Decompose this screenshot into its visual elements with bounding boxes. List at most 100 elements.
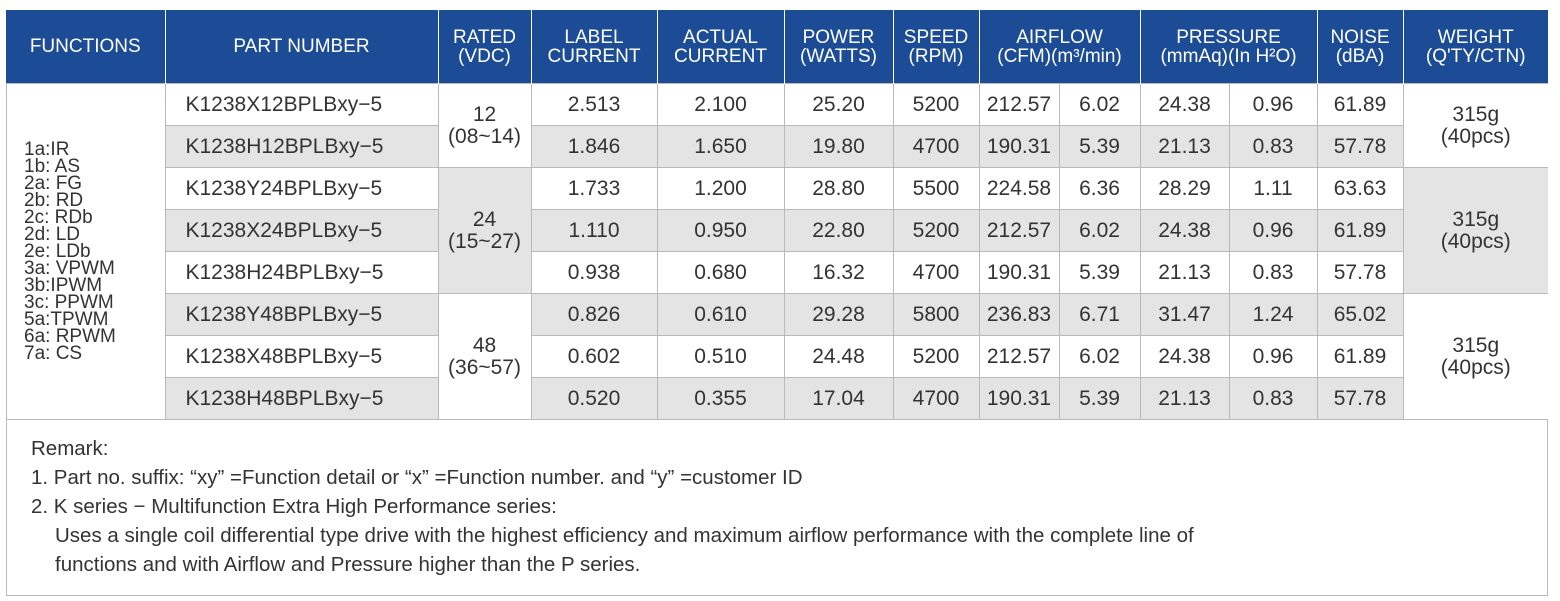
noise-cell: 57.78 bbox=[1316, 251, 1404, 294]
noise-cell: 63.63 bbox=[1316, 167, 1404, 210]
actual-current-cell: 1.650 bbox=[656, 125, 785, 168]
actual-current-cell: 0.355 bbox=[656, 377, 785, 420]
speed-cell: 4700 bbox=[892, 125, 980, 168]
remark-suffix-note: 1. Part no. suffix: “xy” =Function detai… bbox=[31, 466, 803, 489]
header-rated: RATED (VDC) bbox=[437, 10, 531, 84]
pressure-inh2o-cell: 0.83 bbox=[1228, 125, 1318, 168]
power-cell: 29.28 bbox=[783, 293, 894, 336]
header-part-number: PART NUMBER bbox=[164, 10, 438, 84]
function-item: 7a: CS bbox=[24, 343, 83, 364]
noise-cell: 65.02 bbox=[1316, 293, 1404, 336]
remark-series-description: Uses a single coil differential type dri… bbox=[55, 524, 1194, 547]
speed-cell: 5200 bbox=[892, 335, 980, 378]
airflow-cfm-cell: 236.83 bbox=[978, 293, 1060, 336]
actual-current-cell: 0.610 bbox=[656, 293, 785, 336]
actual-current-cell: 2.100 bbox=[656, 83, 785, 126]
noise-cell: 61.89 bbox=[1316, 209, 1404, 252]
airflow-m3min-cell: 5.39 bbox=[1058, 251, 1141, 294]
airflow-m3min-cell: 5.39 bbox=[1058, 125, 1141, 168]
airflow-cfm-cell: 190.31 bbox=[978, 125, 1060, 168]
rated-voltage-cell: 24 (15~27) bbox=[437, 167, 532, 294]
weight-cell: 315g (40pcs) bbox=[1402, 83, 1549, 168]
function-item: 2d: LD bbox=[24, 224, 80, 245]
part-number-cell: K1238Y24BPLBxy−5 bbox=[164, 167, 439, 210]
power-cell: 19.80 bbox=[783, 125, 894, 168]
pressure-inh2o-cell: 0.83 bbox=[1228, 251, 1318, 294]
label-current-cell: 1.110 bbox=[530, 209, 658, 252]
pressure-mmaq-cell: 28.29 bbox=[1139, 167, 1230, 210]
table-row: K1238H48BPLBxy−5 0.520 0.355 17.04 4700 … bbox=[6, 377, 1548, 420]
airflow-m3min-cell: 6.36 bbox=[1058, 167, 1141, 210]
noise-cell: 57.78 bbox=[1316, 125, 1404, 168]
airflow-m3min-cell: 6.02 bbox=[1058, 335, 1141, 378]
airflow-cfm-cell: 212.57 bbox=[978, 83, 1060, 126]
function-item: 1a:IR bbox=[24, 139, 70, 160]
header-noise: NOISE (dBA) bbox=[1316, 10, 1404, 84]
remarks-section: Remark: 1. Part no. suffix: “xy” =Functi… bbox=[31, 434, 1194, 579]
part-number-cell: K1238X12BPLBxy−5 bbox=[164, 83, 439, 126]
part-number-cell: K1238X24BPLBxy−5 bbox=[164, 209, 439, 252]
weight-cell: 315g (40pcs) bbox=[1402, 167, 1549, 294]
part-number-cell: K1238H12BPLBxy−5 bbox=[164, 125, 439, 168]
speed-cell: 5500 bbox=[892, 167, 980, 210]
speed-cell: 5200 bbox=[892, 209, 980, 252]
table-row: K1238Y48BPLBxy−5 48 (36~57) 0.826 0.610 2… bbox=[6, 293, 1549, 420]
power-cell: 22.80 bbox=[783, 209, 894, 252]
airflow-m3min-cell: 6.02 bbox=[1058, 83, 1141, 126]
power-cell: 16.32 bbox=[783, 251, 894, 294]
label-current-cell: 0.520 bbox=[530, 377, 658, 420]
function-item: 2e: LDb bbox=[24, 241, 91, 262]
airflow-m3min-cell: 5.39 bbox=[1058, 377, 1141, 420]
label-current-cell: 1.846 bbox=[530, 125, 658, 168]
pressure-inh2o-cell: 0.96 bbox=[1228, 83, 1318, 126]
pressure-mmaq-cell: 21.13 bbox=[1139, 377, 1230, 420]
airflow-cfm-cell: 224.58 bbox=[978, 167, 1060, 210]
rated-voltage-cell: 12 (08~14) bbox=[437, 83, 532, 168]
part-number-cell: K1238Y48BPLBxy−5 bbox=[164, 293, 439, 336]
fan-spec-table: FUNCTIONS PART NUMBER RATED (VDC) LABEL CU… bbox=[6, 10, 1549, 420]
header-speed: SPEED (RPM) bbox=[892, 10, 979, 84]
speed-cell: 5800 bbox=[892, 293, 980, 336]
label-current-cell: 2.513 bbox=[530, 83, 658, 126]
header-actual-current: ACTUAL CURRENT bbox=[656, 10, 784, 84]
table-row: 1a:IR 1b: AS 2a: FG 2b: RD 2c: RDb 2d: L… bbox=[6, 83, 1549, 420]
power-cell: 17.04 bbox=[783, 377, 894, 420]
remarks-title: Remark: bbox=[31, 437, 109, 460]
speed-cell: 4700 bbox=[892, 377, 980, 420]
airflow-cfm-cell: 212.57 bbox=[978, 209, 1060, 252]
table-row: K1238X24BPLBxy−5 1.110 0.950 22.80 5200 … bbox=[6, 209, 1548, 252]
function-item: 5a:TPWM bbox=[24, 309, 109, 330]
actual-current-cell: 0.680 bbox=[656, 251, 785, 294]
header-functions: FUNCTIONS bbox=[6, 10, 165, 84]
header-pressure: PRESSURE (mmAq)(In H²O) bbox=[1139, 10, 1318, 84]
function-item: 1b: AS bbox=[24, 156, 80, 177]
pressure-mmaq-cell: 31.47 bbox=[1139, 293, 1230, 336]
rated-voltage-cell: 48 (36~57) bbox=[437, 293, 532, 420]
pressure-mmaq-cell: 21.13 bbox=[1139, 125, 1230, 168]
airflow-m3min-cell: 6.02 bbox=[1058, 209, 1141, 252]
speed-cell: 4700 bbox=[892, 251, 980, 294]
airflow-cfm-cell: 190.31 bbox=[978, 377, 1060, 420]
pressure-mmaq-cell: 24.38 bbox=[1139, 209, 1230, 252]
function-item: 6a: RPWM bbox=[24, 326, 116, 347]
pressure-inh2o-cell: 0.83 bbox=[1228, 377, 1318, 420]
label-current-cell: 0.826 bbox=[530, 293, 658, 336]
header-row: FUNCTIONS PART NUMBER RATED (VDC) LABEL CU… bbox=[6, 10, 1549, 84]
header-airflow: AIRFLOW (CFM)(m³/min) bbox=[978, 10, 1141, 84]
part-number-cell: K1238H24BPLBxy−5 bbox=[164, 251, 439, 294]
airflow-cfm-cell: 190.31 bbox=[978, 251, 1060, 294]
header-power: POWER (WATTS) bbox=[783, 10, 893, 84]
speed-cell: 5200 bbox=[892, 83, 980, 126]
header-label-current: LABEL CURRENT bbox=[530, 10, 657, 84]
table-row: K1238H24BPLBxy−5 0.938 0.680 16.32 4700 … bbox=[6, 251, 1548, 294]
noise-cell: 61.89 bbox=[1316, 335, 1404, 378]
noise-cell: 61.89 bbox=[1316, 83, 1404, 126]
pressure-mmaq-cell: 24.38 bbox=[1139, 83, 1230, 126]
power-cell: 25.20 bbox=[783, 83, 894, 126]
functions-list: 1a:IR 1b: AS 2a: FG 2b: RD 2c: RDb 2d: L… bbox=[6, 83, 166, 420]
weight-cell: 315g (40pcs) bbox=[1402, 293, 1549, 420]
part-number-cell: K1238H48BPLBxy−5 bbox=[164, 377, 439, 420]
remark-series-note: 2. K series − Multifunction Extra High P… bbox=[31, 495, 557, 518]
actual-current-cell: 1.200 bbox=[656, 167, 785, 210]
header-weight: WEIGHT (Q'TY/CTN) bbox=[1402, 10, 1549, 84]
